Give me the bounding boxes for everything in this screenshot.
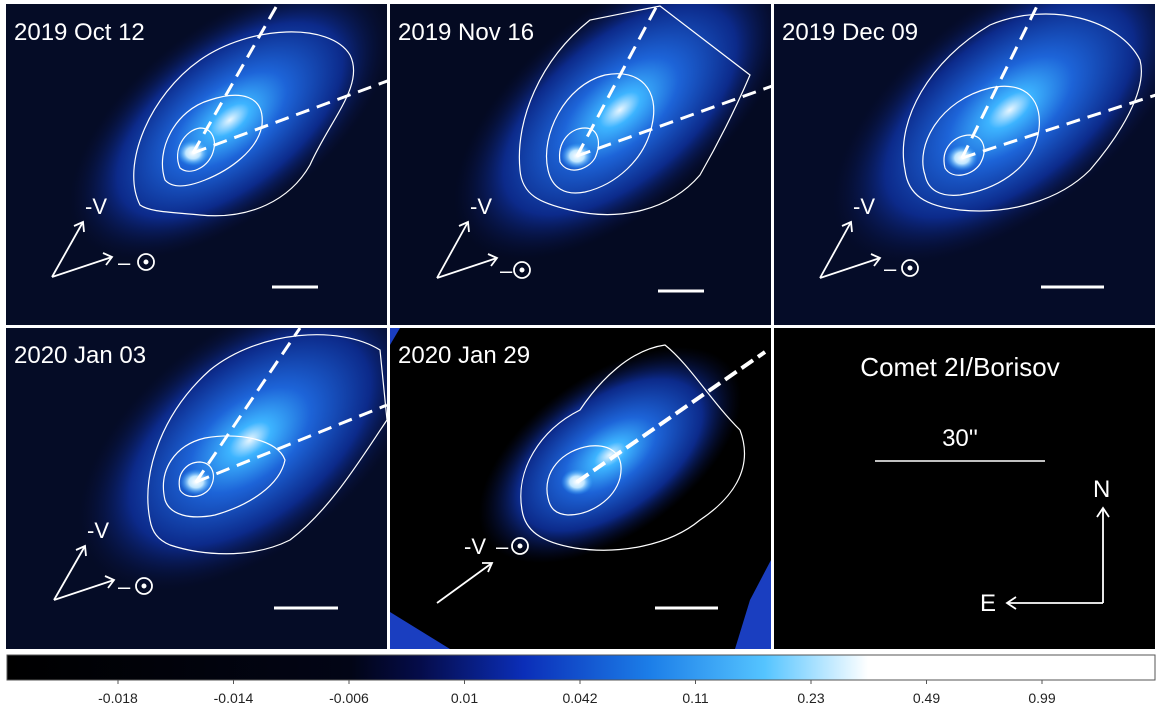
compass — [1005, 506, 1110, 610]
colorbar-tick-label: -0.018 — [98, 690, 138, 706]
velocity-label-2: -V — [470, 194, 492, 219]
comet-3 — [832, 4, 1155, 289]
comet-1 — [69, 4, 387, 289]
colorbar-tick-label: 0.11 — [682, 690, 708, 706]
comet-5 — [390, 328, 771, 649]
scale-bar-label: 30'' — [942, 425, 978, 452]
colorbar-tick-label: -0.006 — [329, 690, 369, 706]
colorbar-tick-label: 0.49 — [913, 690, 940, 706]
velocity-label-5: -V — [464, 534, 486, 559]
colorbar-tick-label: 0.23 — [797, 690, 824, 706]
direction-arrows-2 — [436, 220, 531, 279]
direction-arrows-5 — [436, 537, 529, 604]
colorbar-tick-label: -0.014 — [214, 690, 254, 706]
velocity-label-1: -V — [85, 194, 107, 219]
colorbar-tick-label: 0.042 — [562, 690, 597, 706]
colorbar-ticks: -0.018 -0.014 -0.006 0.01 0.042 0.11 0.23 0.49 0… — [98, 680, 1056, 706]
panel-3-date: 2019 Dec 09 — [782, 19, 918, 46]
info-panel — [774, 328, 1155, 649]
north-label: N — [1093, 476, 1110, 503]
direction-arrows-4 — [53, 544, 153, 601]
direction-arrows-3 — [819, 220, 919, 279]
east-label: E — [980, 590, 996, 617]
colorbar — [6, 654, 1156, 681]
panel-2-date: 2019 Nov 16 — [398, 19, 534, 46]
colorbar-tick-label: 0.01 — [451, 690, 478, 706]
velocity-label-3: -V — [853, 194, 875, 219]
comet-2 — [453, 4, 771, 293]
sun-label-4: – — [118, 574, 131, 599]
panel-1-date: 2019 Oct 12 — [14, 19, 145, 46]
panel-5-date: 2020 Jan 29 — [398, 342, 530, 369]
colorbar-tick-label: 0.99 — [1028, 690, 1055, 706]
velocity-label-4: -V — [87, 518, 109, 543]
panel-4-date: 2020 Jan 03 — [14, 342, 146, 369]
comet-title: Comet 2I/Borisov — [860, 352, 1059, 382]
direction-arrows-1 — [51, 220, 155, 278]
sun-label-1: – — [118, 250, 131, 275]
sun-label-5: – — [496, 534, 509, 559]
sun-label-2: – — [500, 258, 513, 283]
comet-4 — [78, 328, 387, 610]
sun-label-3: – — [884, 256, 897, 281]
